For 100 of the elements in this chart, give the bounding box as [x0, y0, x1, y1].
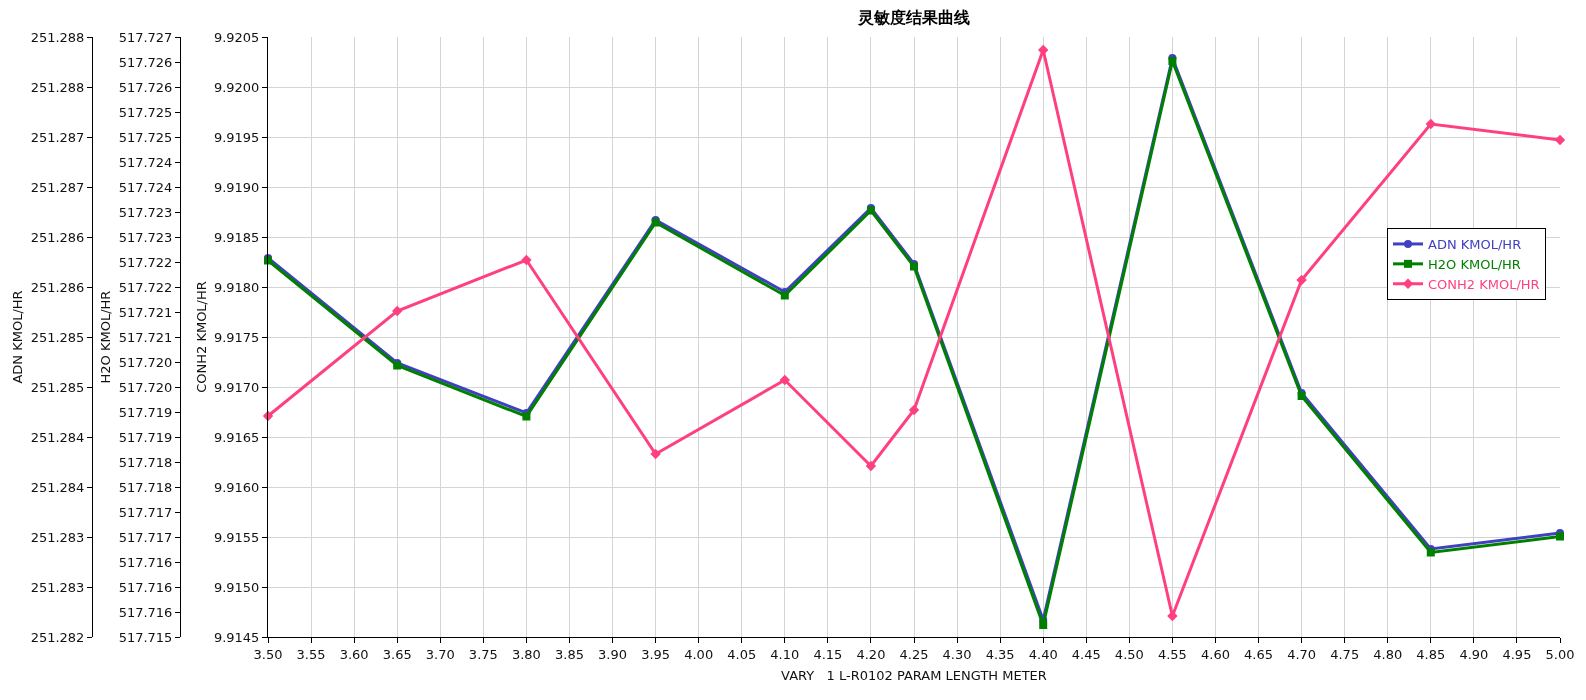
point: [262, 410, 274, 422]
legend-label: H2O KMOL/HR: [1428, 256, 1521, 272]
chart-title: 灵敏度结果曲线: [857, 7, 970, 27]
x-tick-label: 4.85: [1416, 646, 1446, 662]
x-tick-label: 4.50: [1114, 646, 1144, 662]
x-tick-label: 4.80: [1373, 646, 1403, 662]
y2-axis-title: H2O KMOL/HR: [97, 290, 113, 384]
y3-tick-label: 9.9165: [213, 429, 260, 445]
x-tick-label: 3.95: [641, 646, 671, 662]
y-axis-title: ADN KMOL/HR: [9, 290, 25, 384]
y2-tick-label: 517.723: [118, 204, 173, 220]
y2-tick-label: 517.726: [118, 79, 173, 95]
point: [522, 412, 531, 421]
x-axis-title: VARY 1 L-R0102 PARAM LENGTH METER: [781, 668, 1047, 684]
y2-tick-label: 517.716: [118, 554, 173, 570]
y2-tick-label: 517.719: [118, 404, 173, 420]
y-tick-label: 251.287: [30, 129, 85, 145]
y3-tick-label: 9.9150: [213, 579, 260, 595]
x-tick-label: 4.00: [684, 646, 714, 662]
y-tick-label: 251.288: [30, 79, 85, 95]
y2-tick-label: 517.719: [118, 429, 173, 445]
point: [780, 291, 789, 300]
y3-axis-title: CONH2 KMOL/HR: [193, 281, 209, 393]
legend-label: CONH2 KMOL/HR: [1428, 276, 1540, 292]
y-tick-label: 251.286: [30, 279, 85, 295]
point: [865, 460, 877, 472]
y3-tick-label: 9.9180: [213, 279, 260, 295]
x-tick-label: 3.90: [598, 646, 628, 662]
y-tick-label: 251.284: [30, 479, 85, 495]
x-tick-label: 3.65: [382, 646, 412, 662]
x-tick-label: 4.55: [1157, 646, 1187, 662]
x-tick-label: 4.30: [942, 646, 972, 662]
y-tick-label: 251.283: [30, 579, 85, 595]
y3-tick-label: 9.9155: [213, 529, 260, 545]
x-tick-label: 4.20: [856, 646, 886, 662]
y3-tick-label: 9.9185: [213, 229, 260, 245]
y2-tick-label: 517.720: [118, 379, 173, 395]
point: [1426, 548, 1435, 557]
y-tick-label: 251.288: [30, 29, 85, 45]
y2-tick-label: 517.724: [118, 179, 173, 195]
y2-tick-label: 517.725: [118, 129, 173, 145]
y2-tick-label: 517.721: [118, 329, 173, 345]
y3-tick-label: 9.9145: [213, 629, 260, 645]
y2-tick-label: 517.726: [118, 54, 173, 70]
y2-tick-label: 517.717: [118, 504, 173, 520]
point: [1296, 274, 1307, 286]
y3-tick-label: 9.9170: [213, 379, 260, 395]
y2-tick-label: 517.717: [118, 529, 173, 545]
y2-tick-label: 517.727: [118, 29, 173, 45]
point: [908, 404, 920, 416]
x-tick-label: 4.65: [1244, 646, 1274, 662]
x-tick-label: 5.00: [1545, 646, 1575, 662]
point: [1554, 134, 1566, 146]
point: [779, 374, 790, 386]
y3-tick-label: 9.9160: [213, 479, 260, 495]
point: [650, 448, 661, 460]
y-tick-label: 251.285: [30, 379, 85, 395]
y2-tick-label: 517.716: [118, 579, 173, 595]
x-tick-label: 3.70: [425, 646, 455, 662]
y2-tick-label: 517.725: [118, 104, 173, 120]
y2-tick-label: 517.721: [118, 304, 173, 320]
point: [392, 305, 403, 317]
legend-label: ADN KMOL/HR: [1428, 237, 1522, 253]
x-tick-label: 4.10: [770, 646, 800, 662]
y3-tick-label: 9.9205: [213, 29, 260, 45]
y3-tick-label: 9.9175: [213, 329, 260, 345]
x-tick-label: 3.60: [339, 646, 369, 662]
y2-tick-label: 517.718: [118, 479, 173, 495]
y2-tick-label: 517.722: [118, 254, 173, 270]
point: [1425, 118, 1436, 130]
x-tick-label: 4.95: [1502, 646, 1532, 662]
y-tick-label: 251.287: [30, 179, 85, 195]
y3-tick-label: 9.9195: [213, 129, 260, 145]
x-tick-label: 4.25: [899, 646, 929, 662]
y2-tick-label: 517.716: [118, 604, 173, 620]
y2-tick-label: 517.722: [118, 279, 173, 295]
point: [521, 254, 532, 266]
x-tick-label: 3.50: [253, 646, 283, 662]
x-tick-label: 4.75: [1330, 646, 1360, 662]
x-tick-label: 4.35: [985, 646, 1015, 662]
y-tick-label: 251.282: [30, 629, 85, 645]
x-tick-label: 4.15: [813, 646, 843, 662]
x-tick-label: 3.55: [296, 646, 326, 662]
y-tick-label: 251.284: [30, 429, 85, 445]
x-tick-label: 4.05: [727, 646, 757, 662]
y2-tick-label: 517.724: [118, 154, 173, 170]
x-tick-label: 4.40: [1028, 646, 1058, 662]
y2-tick-label: 517.723: [118, 229, 173, 245]
point: [1039, 621, 1048, 629]
y-tick-label: 251.286: [30, 229, 85, 245]
y3-tick-label: 9.9200: [213, 79, 260, 95]
x-tick-label: 4.70: [1287, 646, 1317, 662]
y-tick-label: 251.283: [30, 529, 85, 545]
point: [1556, 532, 1564, 541]
x-tick-label: 3.80: [511, 646, 541, 662]
y2-tick-label: 517.720: [118, 354, 173, 370]
y2-tick-label: 517.718: [118, 454, 173, 470]
x-tick-label: 3.85: [554, 646, 584, 662]
x-tick-label: 4.45: [1071, 646, 1101, 662]
x-tick-label: 4.90: [1459, 646, 1489, 662]
